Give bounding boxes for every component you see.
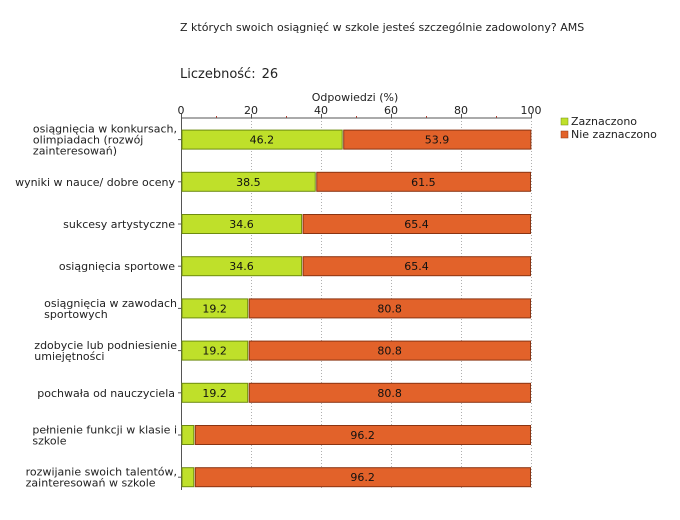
bar-value-label: 19.2 — [202, 302, 227, 315]
bar-segment — [248, 382, 531, 403]
legend-swatch — [560, 117, 569, 126]
bar-segment — [248, 340, 531, 361]
bar-segment — [302, 214, 531, 234]
bar-segment — [343, 129, 532, 150]
sample-size-value: 26 — [261, 67, 279, 82]
bar-value-label: 38.5 — [236, 176, 261, 189]
legend-label: Nie zaznaczono — [571, 128, 657, 141]
category-label: sukcesy artystyczne — [63, 218, 175, 231]
x-tick-label: 20 — [244, 104, 258, 117]
bar-segment — [181, 425, 195, 445]
bar-value-label: 65.4 — [404, 218, 429, 231]
bar-segment — [316, 171, 531, 192]
bar-value-label: 34.6 — [229, 218, 254, 231]
category-label: zdobycie lub podniesienie — [34, 339, 177, 352]
bar-segment — [181, 171, 316, 192]
bar-segment — [181, 467, 195, 488]
legend-swatch — [560, 130, 569, 139]
category-label: pochwała od nauczyciela — [37, 387, 175, 400]
bar-value-label: 53.9 — [425, 134, 450, 147]
category-label: osiągnięcia w konkursach, — [33, 123, 177, 136]
bar-value-label: 19.2 — [202, 387, 227, 400]
category-label: szkole — [32, 435, 66, 448]
bar-value-label: 96.2 — [350, 471, 375, 484]
x-tick-label: 80 — [454, 104, 468, 117]
bar-segment — [181, 298, 249, 319]
bar-segment — [181, 214, 303, 234]
x-axis-title: Odpowiedzi (%) — [311, 91, 399, 104]
category-label: umiejętności — [34, 350, 104, 363]
x-tick-label: 60 — [384, 104, 398, 117]
bar-value-label: 19.2 — [202, 345, 227, 358]
x-tick-label: 40 — [314, 104, 328, 117]
bar-value-label: 80.8 — [377, 302, 402, 315]
category-label: pełnienie funkcji w klasie i — [32, 424, 177, 437]
category-label: zainteresowań) — [33, 145, 117, 158]
x-tick-label: 0 — [178, 104, 185, 117]
category-label: wyniki w nauce/ dobre oceny — [15, 176, 175, 189]
category-label: rozwijanie swoich talentów, — [26, 466, 177, 479]
bar-value-label: 80.8 — [377, 387, 402, 400]
bar-value-label: 80.8 — [377, 345, 402, 358]
x-tick-label: 100 — [521, 104, 542, 117]
bar-segment — [181, 256, 303, 277]
category-label: olimpiadach (rozwój — [33, 134, 143, 147]
sample-size: Liczebność: 26 — [180, 67, 284, 82]
bar-segment — [194, 467, 532, 488]
bar-segment — [194, 425, 532, 445]
bar-segment — [248, 298, 531, 319]
bar-value-label: 65.4 — [404, 260, 429, 273]
sample-size-label: Liczebność: — [180, 67, 256, 82]
bar-segment — [181, 382, 249, 403]
legend-label: Zaznaczono — [571, 115, 637, 128]
category-label: sportowych — [44, 308, 108, 321]
category-label: osiągnięcia sportowe — [59, 260, 175, 273]
category-label: osiągnięcia w zawodach — [44, 297, 177, 310]
bar-value-label: 61.5 — [411, 176, 436, 189]
bar-value-label: 46.2 — [250, 134, 275, 147]
category-label: zainteresowań w szkole — [26, 477, 156, 490]
bar-segment — [302, 256, 531, 277]
bar-segment — [181, 129, 343, 150]
bar-value-label: 96.2 — [350, 429, 375, 442]
bar-value-label: 34.6 — [229, 260, 254, 273]
chart-title: Z których swoich osiągnięć w szkole jest… — [180, 21, 585, 34]
bar-segment — [181, 340, 249, 361]
